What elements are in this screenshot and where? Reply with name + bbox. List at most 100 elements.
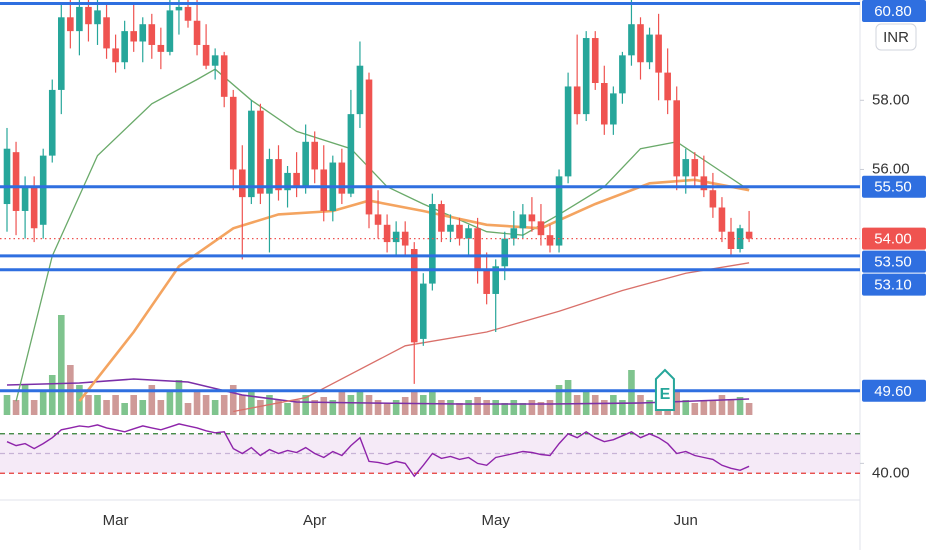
candle-body <box>718 207 726 232</box>
candle-body <box>139 24 147 42</box>
volume-bar <box>302 395 309 415</box>
volume-bar <box>39 390 47 415</box>
price-pane: E <box>0 0 860 413</box>
axes: Mar Apr May Jun 56.00 58.00 60.80 55.50 54.00 53.… <box>103 0 926 529</box>
candle-body <box>420 283 427 339</box>
candle-body <box>284 172 291 191</box>
candle-body <box>709 190 717 208</box>
candle-body <box>601 83 608 125</box>
volume-bar <box>492 400 499 415</box>
candle-body <box>591 38 599 83</box>
y-tick-label: 58.00 <box>872 91 910 108</box>
price-label: 53.50 <box>874 254 912 271</box>
price-label: 54.00 <box>874 231 912 248</box>
volume-bar <box>112 395 119 415</box>
volume-bar <box>103 400 110 415</box>
candle-body <box>275 159 282 191</box>
volume-bar <box>275 400 282 415</box>
candle-body <box>175 6 183 11</box>
volume-bar <box>718 395 726 415</box>
candle-body <box>239 169 246 198</box>
candle-body <box>157 44 165 52</box>
volume-bar <box>347 395 355 415</box>
volume-bar <box>365 395 373 415</box>
volume-bar <box>628 370 635 415</box>
candle-body <box>121 31 128 63</box>
volume-bar <box>401 397 409 415</box>
candle-body <box>39 155 47 225</box>
volume-bar <box>745 403 753 415</box>
price-label-box <box>862 175 926 198</box>
volume-bar <box>727 400 735 415</box>
candle-body <box>302 141 309 187</box>
candle-body <box>85 6 92 25</box>
candle-body <box>67 17 74 32</box>
y-tick-label: 56.00 <box>872 160 910 177</box>
price-label-box <box>862 0 926 22</box>
volume-bar <box>420 395 427 415</box>
earnings-marker <box>654 368 675 411</box>
candle-body <box>646 34 653 63</box>
candle-body <box>211 55 219 66</box>
x-tick-label: May <box>482 512 511 529</box>
volume-bar <box>555 385 563 415</box>
volume-bar <box>193 390 201 415</box>
volume-bar <box>329 400 337 415</box>
candle-body <box>474 228 481 270</box>
candle-body <box>320 169 328 211</box>
volume-bar <box>239 395 246 415</box>
candle-body <box>519 214 527 229</box>
candle-body <box>193 20 201 45</box>
price-label-box <box>862 273 926 296</box>
volume-bar <box>483 400 490 415</box>
candle-body <box>311 141 318 170</box>
candle-body <box>664 72 671 101</box>
volume-bar <box>546 400 554 415</box>
volume-bar <box>474 397 481 415</box>
volume-bar <box>220 395 228 415</box>
candle-body <box>58 17 65 90</box>
candle-body <box>429 204 436 284</box>
candle-body <box>546 235 554 246</box>
volume-bar <box>501 403 509 415</box>
candle-body <box>21 186 29 211</box>
candle-body <box>347 114 355 194</box>
volume-bar <box>700 400 708 415</box>
volume-bar <box>374 400 382 415</box>
candle-body <box>365 79 373 215</box>
candle-body <box>76 6 83 32</box>
price-label: 60.80 <box>874 3 912 20</box>
candle-body <box>727 231 735 249</box>
price-label-box <box>862 227 926 250</box>
candle-body <box>528 214 536 222</box>
volume-bar <box>582 390 590 415</box>
candle-body <box>673 100 680 177</box>
volume-bar <box>637 395 644 415</box>
volume-bar <box>311 400 318 415</box>
volume-bar <box>184 403 192 415</box>
candle-body <box>94 10 101 25</box>
volume-bar <box>591 395 599 415</box>
volume-bar <box>456 403 463 415</box>
volume-bar <box>211 400 219 415</box>
rsi-tick-label: 40.00 <box>872 464 910 481</box>
candle-body <box>220 55 228 97</box>
volume-bar <box>139 400 147 415</box>
volume-ma-line <box>6 378 750 405</box>
candle-body <box>148 24 156 45</box>
moving-average <box>233 262 750 413</box>
candle-body <box>30 186 38 229</box>
volume-bar <box>410 390 418 415</box>
x-tick-label: Mar <box>103 512 129 529</box>
candle-body <box>537 221 545 236</box>
candle-body <box>356 65 364 115</box>
price-label: 55.50 <box>874 179 912 196</box>
volume-bar <box>646 400 653 415</box>
volume-bar <box>121 403 128 415</box>
candle-body <box>628 24 635 56</box>
candle-body <box>202 44 210 66</box>
volume-bar <box>175 380 183 415</box>
volume-bar <box>3 395 11 415</box>
candle-body <box>338 162 346 194</box>
volume-bar <box>519 403 527 415</box>
